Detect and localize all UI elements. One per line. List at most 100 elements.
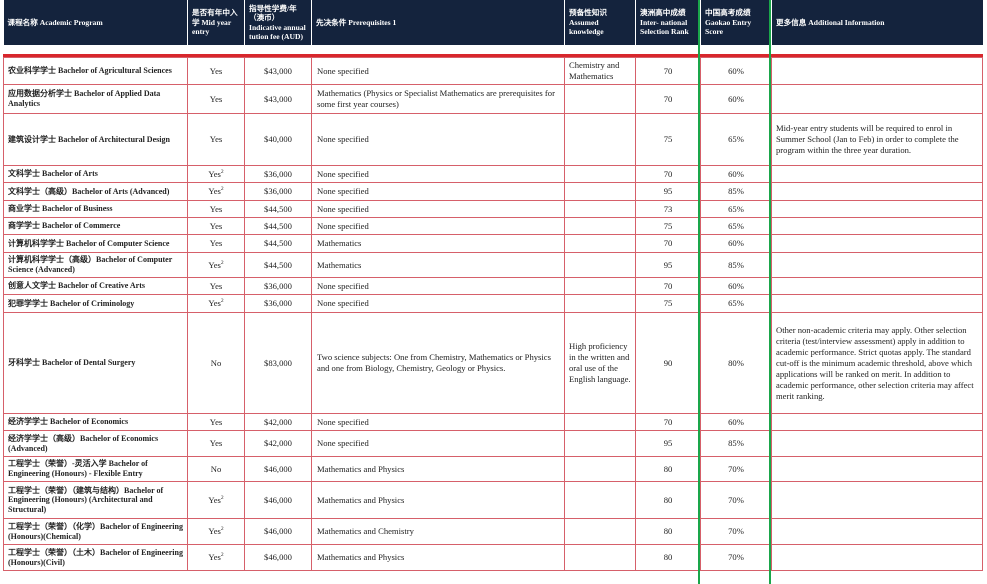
cell-prerequisites: None specified <box>311 294 565 313</box>
cell-selection-rank-text: 70 <box>663 168 673 179</box>
cell-assumed-knowledge <box>564 252 636 278</box>
cell-prerequisites: None specified <box>311 200 565 218</box>
header-assumed-knowledge: 预备性知识 Assumed knowledge <box>564 0 636 45</box>
cell-program-text: 牙科学士 Bachelor of Dental Surgery <box>8 358 136 368</box>
cell-gaokao-score: 85% <box>700 430 772 457</box>
cell-gaokao-score-text: 85% <box>728 438 744 448</box>
cell-additional-info-text: Other non-academic criteria may apply. O… <box>776 324 974 401</box>
cell-fee: $42,000 <box>244 430 312 457</box>
cell-gaokao-score-text: 70% <box>728 552 744 562</box>
cell-mid-year-text: Yes <box>209 93 223 104</box>
cell-program-text: 文科学士 Bachelor of Arts <box>8 169 98 179</box>
table-row: 商业学士 Bachelor of Business Yes $44,500 None … <box>3 200 983 218</box>
cell-mid-year-text: Yes <box>208 259 221 270</box>
cell-assumed-knowledge <box>564 294 636 313</box>
cell-prerequisites: None specified <box>311 113 565 166</box>
cell-assumed-knowledge <box>564 217 636 235</box>
cell-program: 工程学士（荣誉）-灵活入学 Bachelor of Engineering (H… <box>3 456 188 482</box>
cell-additional-info <box>771 200 983 218</box>
cell-selection-rank-text: 70 <box>663 416 673 427</box>
table-row: 创意人文学士 Bachelor of Creative Arts Yes $36,0… <box>3 277 983 295</box>
cell-gaokao-score-text: 70% <box>728 463 744 474</box>
table-row: 犯罪学学士 Bachelor of Criminology Yes2 $36,000… <box>3 294 983 313</box>
cell-additional-info <box>771 413 983 431</box>
cell-selection-rank: 80 <box>635 481 701 519</box>
cell-selection-rank: 70 <box>635 277 701 295</box>
cell-fee: $36,000 <box>244 182 312 201</box>
cell-selection-rank: 70 <box>635 165 701 183</box>
cell-mid-year: Yes <box>187 84 245 114</box>
cell-assumed-knowledge <box>564 456 636 482</box>
cell-additional-info <box>771 182 983 201</box>
table-header: 课程名称 Academic Program 是否有年中入学 Mid year e… <box>3 0 983 45</box>
cell-mid-year-text: Yes <box>208 552 221 562</box>
cell-gaokao-score-text: 60% <box>728 93 744 104</box>
cell-gaokao-score-text: 65% <box>728 298 744 308</box>
cell-selection-rank: 75 <box>635 217 701 235</box>
cell-fee: $44,500 <box>244 217 312 235</box>
cell-program: 文科学士（高级）Bachelor of Arts (Advanced) <box>3 182 188 201</box>
cell-selection-rank-text: 70 <box>663 65 673 76</box>
cell-selection-rank-text: 80 <box>663 526 673 536</box>
cell-program-text: 农业科学学士 Bachelor of Agricultural Sciences <box>8 66 172 76</box>
cell-fee-text: $46,000 <box>264 494 292 505</box>
table-row: 文科学士 Bachelor of Arts Yes2 $36,000 None spe… <box>3 165 983 183</box>
cell-mid-year-text: Yes <box>209 203 223 214</box>
cell-mid-year-text: Yes <box>208 494 221 505</box>
cell-assumed-knowledge <box>564 113 636 166</box>
programs-table: 课程名称 Academic Program 是否有年中入学 Mid year e… <box>3 0 983 571</box>
cell-additional-info <box>771 217 983 235</box>
header-program: 课程名称 Academic Program <box>3 0 188 45</box>
cell-prerequisites: None specified <box>311 413 565 431</box>
cell-program: 商业学士 Bachelor of Business <box>3 200 188 218</box>
cell-prerequisites-text: None specified <box>317 280 369 291</box>
cell-fee: $46,000 <box>244 544 312 571</box>
cell-selection-rank-text: 70 <box>663 93 673 104</box>
cell-prerequisites: None specified <box>311 57 565 85</box>
table-body: 农业科学学士 Bachelor of Agricultural Sciences… <box>3 45 983 571</box>
cell-mid-year: Yes <box>187 217 245 235</box>
cell-program-text: 建筑设计学士 Bachelor of Architectural Design <box>8 134 170 144</box>
cell-program: 建筑设计学士 Bachelor of Architectural Design <box>3 113 188 166</box>
cell-mid-year: Yes2 <box>187 481 245 519</box>
cell-selection-rank-text: 80 <box>663 494 673 505</box>
cell-prerequisites-text: None specified <box>317 438 369 448</box>
cell-prerequisites-text: None specified <box>317 134 369 144</box>
cell-gaokao-score-text: 60% <box>728 280 744 291</box>
cell-fee: $40,000 <box>244 113 312 166</box>
cell-gaokao-score-text: 70% <box>728 526 744 536</box>
cell-prerequisites: Mathematics (Physics or Specialist Mathe… <box>311 84 565 114</box>
cell-gaokao-score: 70% <box>700 456 772 482</box>
cell-mid-year-text: Yes <box>209 438 223 448</box>
cell-program: 农业科学学士 Bachelor of Agricultural Sciences <box>3 57 188 85</box>
cell-gaokao-score: 60% <box>700 57 772 85</box>
cell-additional-info <box>771 57 983 85</box>
cell-gaokao-score: 65% <box>700 294 772 313</box>
cell-program-text: 应用数据分析学士 Bachelor of Applied Data Analyt… <box>8 89 161 108</box>
cell-program-text: 文科学士（高级）Bachelor of Arts (Advanced) <box>8 186 170 196</box>
highlight-line-left <box>698 0 700 584</box>
cell-assumed-knowledge <box>564 165 636 183</box>
cell-program-text: 商学学士 Bachelor of Commerce <box>8 221 121 231</box>
cell-mid-year: Yes <box>187 413 245 431</box>
cell-selection-rank: 70 <box>635 57 701 85</box>
cell-fee-text: $42,000 <box>264 438 292 448</box>
cell-program-text: 计算机科学学士（高级）Bachelor of Computer Science … <box>8 255 173 274</box>
cell-mid-year-text: Yes <box>209 238 223 248</box>
cell-additional-info <box>771 456 983 482</box>
cell-mid-year-text: Yes <box>208 168 221 179</box>
cell-prerequisites-text: None specified <box>317 203 369 214</box>
cell-mid-year-text: Yes <box>209 280 223 291</box>
footnote-marker: 2 <box>220 298 224 305</box>
cell-assumed-knowledge: High proficiency in the written and oral… <box>564 312 636 414</box>
cell-program-text: 犯罪学学士 Bachelor of Criminology <box>8 298 135 308</box>
cell-program-text: 工程学士（荣誉）-灵活入学 Bachelor of Engineering (H… <box>8 459 148 478</box>
cell-gaokao-score: 60% <box>700 413 772 431</box>
cell-fee: $46,000 <box>244 518 312 545</box>
table-row: 工程学士（荣誉）-灵活入学 Bachelor of Engineering (H… <box>3 456 983 482</box>
cell-fee-text: $46,000 <box>264 463 292 474</box>
cell-prerequisites: None specified <box>311 182 565 201</box>
cell-prerequisites-text: None specified <box>317 65 369 76</box>
cell-prerequisites: None specified <box>311 165 565 183</box>
header-mid-year: 是否有年中入学 Mid year entry <box>187 0 245 45</box>
